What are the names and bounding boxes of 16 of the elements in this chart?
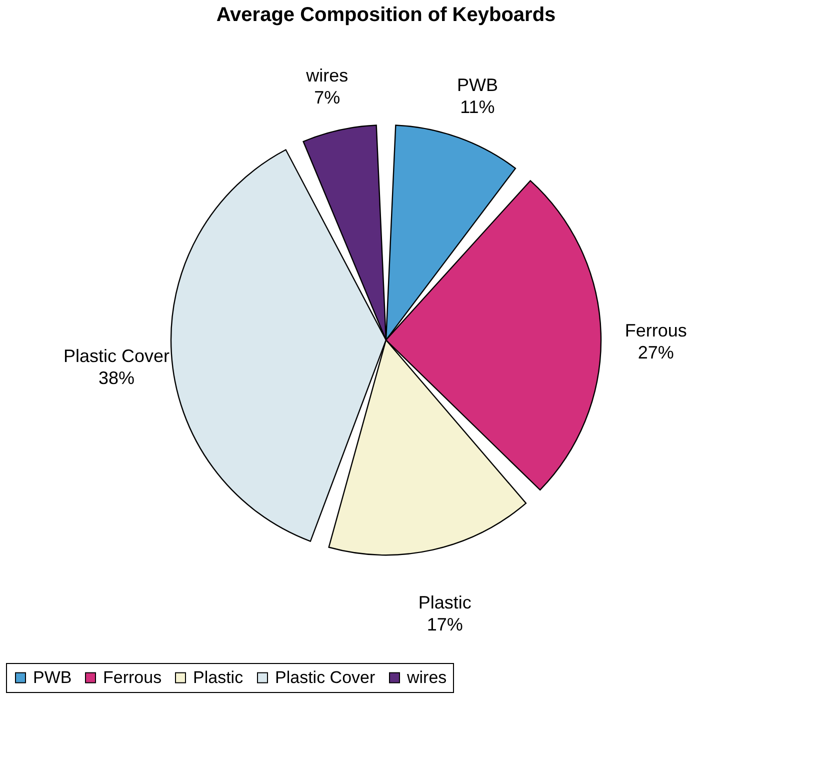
legend-label: Plastic Cover [275, 668, 376, 687]
legend-label: PWB [33, 668, 72, 687]
data-label: 11% [460, 96, 495, 117]
legend-label: Plastic [193, 668, 244, 687]
data-label: 17% [426, 614, 463, 634]
data-label: 38% [98, 368, 135, 388]
chart-title: Average Composition of Keyboards [216, 4, 556, 26]
slice-label: wires [305, 66, 348, 86]
legend-label: wires [406, 668, 447, 687]
slice-label: Plastic [418, 592, 472, 612]
slice-label: PWB [456, 74, 498, 95]
slice-label: Plastic Cover [64, 346, 170, 366]
data-label: 27% [638, 342, 674, 363]
legend-label: Ferrous [103, 668, 162, 687]
slice-label: Ferrous [624, 320, 687, 341]
data-label: 7% [314, 88, 340, 108]
